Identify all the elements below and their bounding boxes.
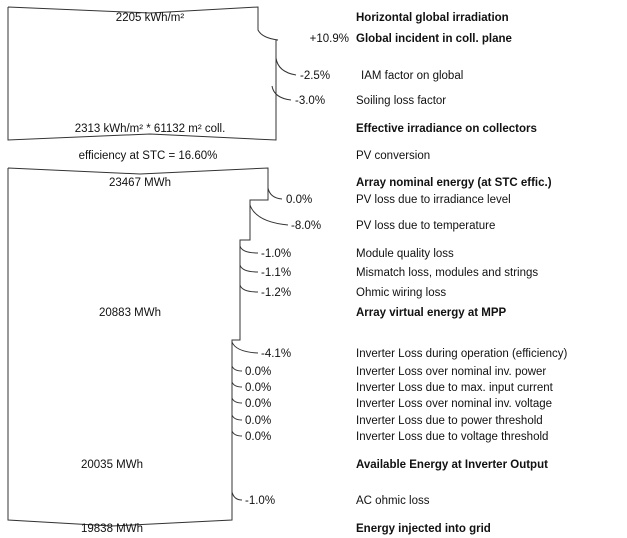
conversion-label: PV conversion: [356, 150, 430, 162]
loss-arrow: [267, 187, 283, 200]
loss-label: Inverter Loss due to voltage threshold: [356, 431, 548, 443]
loss-arrow: [239, 264, 259, 273]
loss-arrow: [231, 491, 243, 501]
level-value: 2313 kWh/m² * 61132 m² coll.: [75, 123, 226, 135]
loss-label: Inverter Loss due to max. input current: [356, 382, 554, 394]
level-value: 19838 MWh: [81, 523, 143, 535]
loss-arrow: [231, 341, 259, 354]
gain-value: +10.9%: [310, 33, 349, 45]
loss-label: Inverter Loss due to power threshold: [356, 415, 543, 427]
loss-arrow: [231, 381, 243, 388]
loss-value: -1.0%: [245, 495, 275, 507]
loss-arrow: [275, 57, 297, 76]
level-value: 23467 MWh: [109, 177, 171, 189]
loss-label: Inverter Loss over nominal inv. voltage: [356, 398, 552, 410]
loss-value: 0.0%: [245, 415, 271, 427]
loss-value: -3.0%: [295, 95, 325, 107]
loss-label: PV loss due to temperature: [356, 220, 495, 232]
loss-label: Mismatch loss, modules and strings: [356, 267, 538, 279]
loss-value: -1.0%: [261, 248, 291, 260]
level-label: Array nominal energy (at STC effic.): [356, 177, 552, 189]
loss-value: 0.0%: [245, 382, 271, 394]
loss-label: Inverter Loss over nominal inv. power: [356, 366, 546, 378]
loss-value: -1.1%: [261, 267, 291, 279]
level-value: 20035 MWh: [81, 459, 143, 471]
energy-block: [7, 167, 269, 527]
loss-value: 0.0%: [286, 194, 312, 206]
loss-arrow: [249, 204, 289, 226]
loss-arrow: [231, 414, 243, 421]
level-label: Available Energy at Inverter Output: [356, 459, 548, 471]
loss-label: Ohmic wiring loss: [356, 287, 446, 299]
level-label: Horizontal global irradiation: [356, 12, 509, 24]
level-label: Effective irradiance on collectors: [356, 123, 537, 135]
loss-label: AC ohmic loss: [356, 495, 430, 507]
loss-label: IAM factor on global: [361, 70, 463, 82]
loss-arrow: [239, 284, 259, 293]
loss-value: -2.5%: [300, 70, 330, 82]
loss-arrow: [231, 430, 243, 437]
loss-arrow: [239, 245, 259, 254]
loss-value: 0.0%: [245, 366, 271, 378]
loss-label: Module quality loss: [356, 248, 454, 260]
loss-arrow: [271, 85, 292, 101]
level-value: 20883 MWh: [99, 307, 161, 319]
irradiation-block: [7, 6, 279, 141]
loss-label: Soiling loss factor: [356, 95, 446, 107]
level-value: 2205 kWh/m²: [116, 12, 185, 24]
loss-value: -4.1%: [261, 348, 291, 360]
level-label: Array virtual energy at MPP: [356, 307, 507, 319]
loss-arrow: [231, 365, 243, 372]
loss-label: PV loss due to irradiance level: [356, 194, 511, 206]
loss-arrow: [231, 397, 243, 404]
loss-value: -8.0%: [291, 220, 321, 232]
loss-value: 0.0%: [245, 398, 271, 410]
loss-label: Inverter Loss during operation (efficien…: [356, 348, 568, 360]
loss-value: -1.2%: [261, 287, 291, 299]
conversion-value: efficiency at STC = 16.60%: [79, 150, 218, 162]
loss-value: 0.0%: [245, 431, 271, 443]
level-label: Energy injected into grid: [356, 523, 491, 535]
gain-label: Global incident in coll. plane: [356, 33, 512, 45]
